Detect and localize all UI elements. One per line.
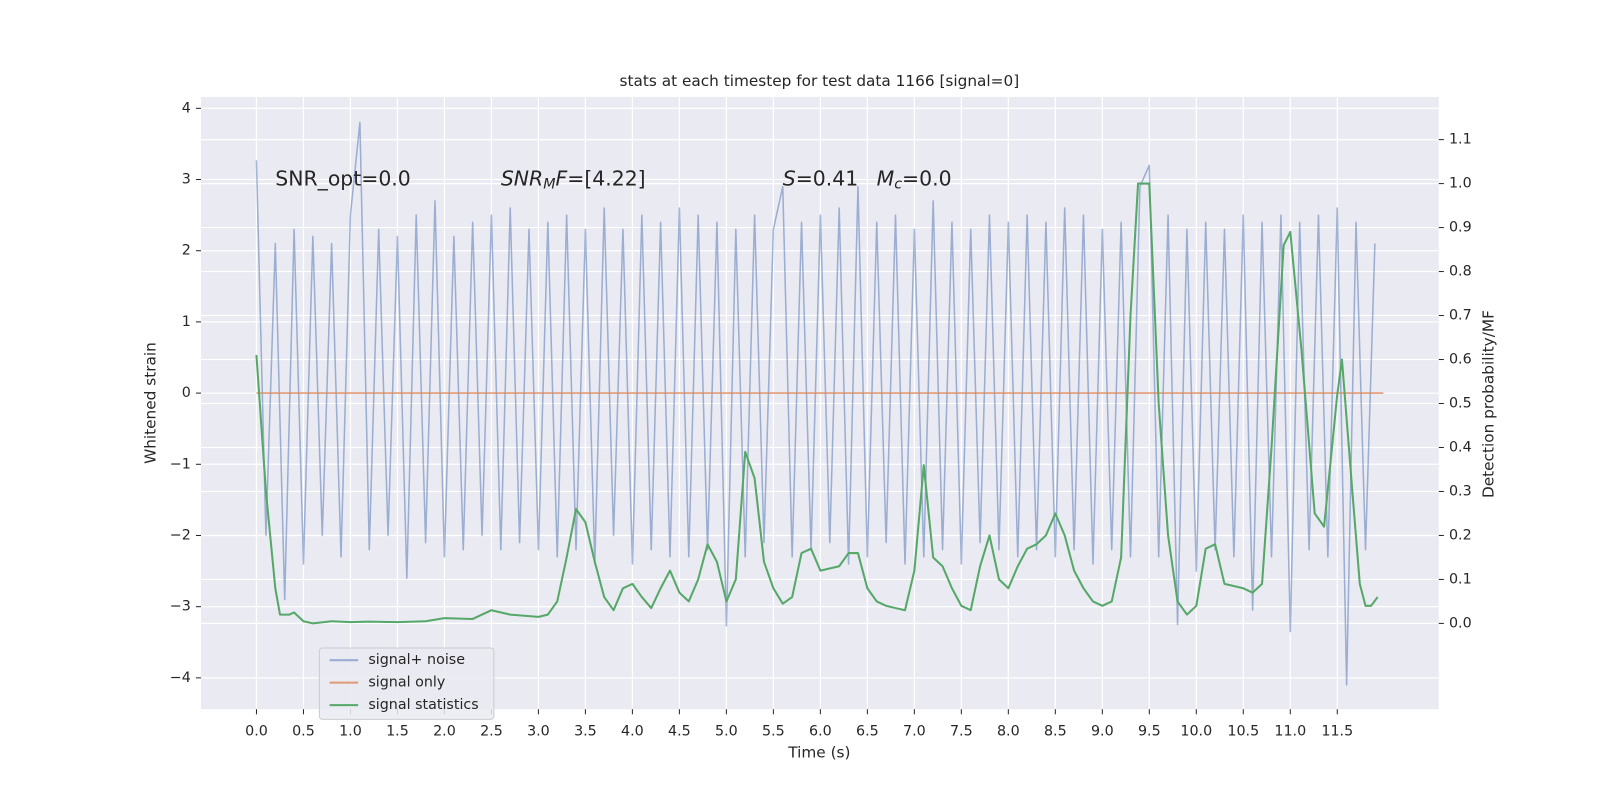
annotation-part: S <box>783 167 796 191</box>
y2-tick-label: 0.3 <box>1449 483 1472 499</box>
chart-title: stats at each timestep for test data 116… <box>620 72 1020 90</box>
y-tick-label: −4 <box>170 670 191 686</box>
y-tick-label: 4 <box>182 100 191 116</box>
x-tick-label: 11.5 <box>1321 724 1353 740</box>
x-tick-label: 8.5 <box>1044 724 1067 740</box>
y2-tick-label: 0.8 <box>1449 264 1472 280</box>
x-tick-label: 0.5 <box>292 724 315 740</box>
x-tick-label: 7.5 <box>950 724 973 740</box>
y-axis-label: Whitened strain <box>142 342 160 464</box>
series-line <box>255 121 1376 686</box>
x-tick-label: 11.0 <box>1274 724 1306 740</box>
x-tick-label: 1.5 <box>386 724 409 740</box>
y2-tick-label: 0.5 <box>1449 396 1472 412</box>
legend: signal+ noise signal only signal statistic… <box>318 647 495 720</box>
annotation-part: =0.41 <box>796 167 859 191</box>
annotation-part: M <box>877 167 895 191</box>
y2-tick-label: 0.9 <box>1449 220 1472 236</box>
annotation: S=0.41 Mc=0.0 <box>783 167 952 193</box>
x-tick-label: 6.0 <box>809 724 832 740</box>
x-tick-label: 3.5 <box>574 724 597 740</box>
x-axis-label: Time (s) <box>787 744 850 762</box>
y-tick-label: 0 <box>182 385 191 401</box>
x-tick-label: 1.0 <box>339 724 362 740</box>
y2-tick-label: 0.7 <box>1449 308 1472 324</box>
annotation-part: c <box>894 177 902 193</box>
y2-tick-label: 0.2 <box>1449 527 1472 543</box>
x-tick-label: 9.5 <box>1138 724 1161 740</box>
y2-tick-label: 0.1 <box>1449 571 1472 587</box>
x-tick-label: 6.5 <box>856 724 879 740</box>
legend-box <box>318 647 495 720</box>
x-tick-label: 4.5 <box>668 724 691 740</box>
x-tick-label: 7.0 <box>903 724 926 740</box>
x-tick-label: 4.0 <box>621 724 644 740</box>
y-tick-label: 1 <box>182 314 191 330</box>
legend-label: signal statistics <box>368 697 478 713</box>
annotation: SNRMF=[4.22] <box>501 167 646 193</box>
x-tick-label: 3.0 <box>527 724 550 740</box>
annotation-part: SNR <box>501 167 543 191</box>
x-tick-label: 9.0 <box>1091 724 1114 740</box>
x-tick-label: 2.0 <box>433 724 456 740</box>
y2-tick-label: 0.6 <box>1449 352 1472 368</box>
y-tick-label: −3 <box>170 599 191 615</box>
x-tick-label: 5.0 <box>715 724 738 740</box>
y-tick-label: 2 <box>182 243 191 259</box>
y-tick-label: −1 <box>170 456 191 472</box>
y2-axis-label: Detection probability/MF <box>1479 310 1497 498</box>
annotation-part: F <box>556 167 568 191</box>
x-tick-label: 10.0 <box>1180 724 1212 740</box>
annotation-part: M <box>543 177 555 193</box>
y2-tick-label: 1.0 <box>1449 176 1472 192</box>
annotation-part: =[4.22] <box>567 167 645 191</box>
x-tick-label: 5.5 <box>762 724 785 740</box>
legend-label: signal+ noise <box>368 652 465 668</box>
x-tick-label: 2.5 <box>480 724 503 740</box>
y2-tick-label: 0.4 <box>1449 439 1472 455</box>
series-line <box>255 182 1379 625</box>
annotation-part: SNR_opt=0.0 <box>275 167 411 192</box>
x-tick-label: 0.0 <box>245 724 268 740</box>
y-tick-label: 3 <box>182 172 191 188</box>
annotation-part: =0.0 <box>902 167 952 191</box>
annotation: SNR_opt=0.0 <box>275 167 411 192</box>
x-tick-label: 8.0 <box>997 724 1020 740</box>
legend-label: signal only <box>368 675 445 691</box>
marks <box>255 121 1384 686</box>
y2-tick-label: 0.0 <box>1449 615 1472 631</box>
x-tick-label: 10.5 <box>1227 724 1259 740</box>
y2-tick-label: 1.1 <box>1449 132 1472 148</box>
y-tick-label: −2 <box>170 527 191 543</box>
